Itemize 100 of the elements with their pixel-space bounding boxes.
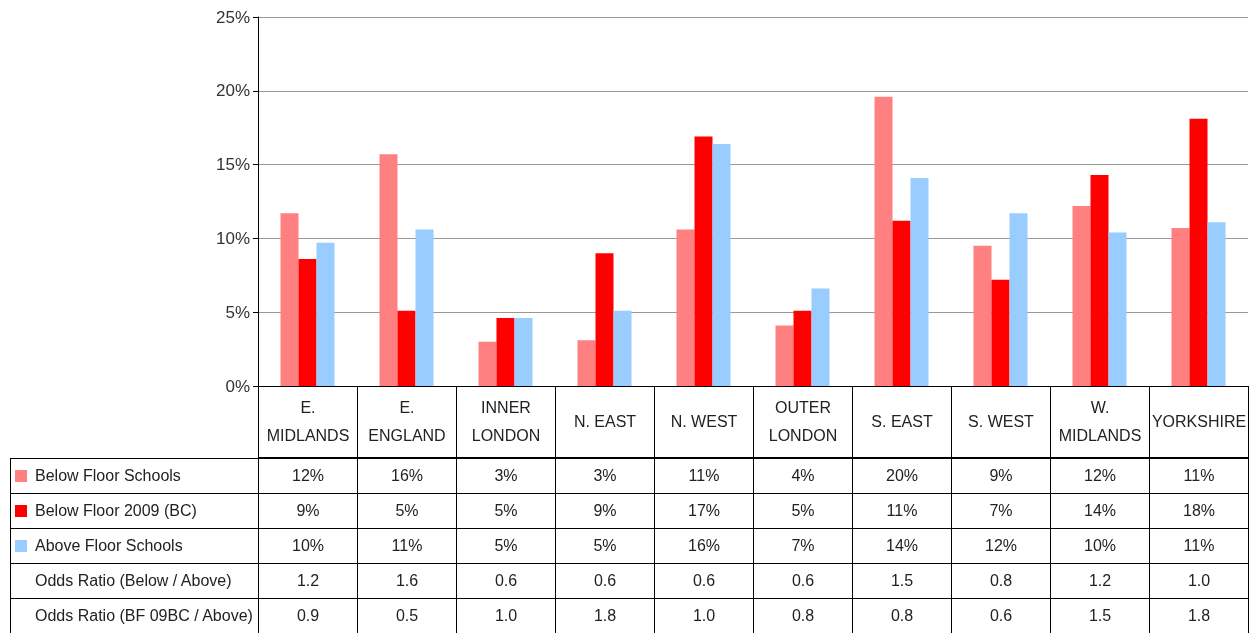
bar <box>712 143 731 386</box>
y-tick-label: 15% <box>215 155 250 175</box>
data-label: 18% <box>1149 493 1249 529</box>
bar <box>514 318 533 386</box>
bar <box>577 340 596 386</box>
data-label: 14% <box>1050 493 1150 529</box>
text: 1.0 <box>654 598 754 633</box>
data-label: 11% <box>852 493 952 529</box>
y-tick-label: 0% <box>225 376 250 396</box>
x-tick-label: N. EAST <box>555 386 655 458</box>
bar <box>892 220 911 386</box>
y-tick-label: 25% <box>215 7 250 27</box>
text: 1.0 <box>1149 563 1249 599</box>
data-label: 11% <box>1149 458 1249 494</box>
text: 0.8 <box>852 598 952 633</box>
data-label: 5% <box>456 493 556 529</box>
x-tick-label: S. WEST <box>951 386 1051 458</box>
x-tick-label: N. WEST <box>654 386 754 458</box>
data-label: 11% <box>357 528 457 564</box>
text: 1.5 <box>852 563 952 599</box>
text: 1.0 <box>456 598 556 633</box>
bar <box>595 253 614 386</box>
y-tick-label: 10% <box>215 228 250 248</box>
legend-label: Above Floor Schools <box>35 536 183 556</box>
text: 0.8 <box>753 598 853 633</box>
bar <box>613 310 632 386</box>
data-label: 16% <box>654 528 754 564</box>
text: 1.5 <box>1050 598 1150 633</box>
data-label: 17% <box>654 493 754 529</box>
bar <box>1189 118 1208 386</box>
data-label: 7% <box>951 493 1051 529</box>
x-tick-label: OUTER LONDON <box>753 386 853 458</box>
bar <box>1090 174 1109 386</box>
text: 1.8 <box>555 598 655 633</box>
text: Odds Ratio (BF 09BC / Above) <box>35 606 253 626</box>
text: 0.5 <box>357 598 457 633</box>
bar <box>1072 205 1091 386</box>
data-label: 14% <box>852 528 952 564</box>
text: 0.6 <box>753 563 853 599</box>
data-label: 3% <box>456 458 556 494</box>
bar <box>478 341 497 386</box>
data-label: 20% <box>852 458 952 494</box>
text: Odds Ratio (Below / Above) <box>35 571 232 591</box>
text: 1.2 <box>1050 563 1150 599</box>
bar <box>676 229 695 386</box>
x-tick-label: INNER LONDON <box>456 386 556 458</box>
x-tick-label: S. EAST <box>852 386 952 458</box>
data-label: 5% <box>456 528 556 564</box>
data-label: 12% <box>258 458 358 494</box>
text: 1.8 <box>1149 598 1249 633</box>
data-label: 11% <box>1149 528 1249 564</box>
bar <box>811 288 830 386</box>
bar <box>775 325 794 386</box>
x-tick-label: E. MIDLANDS <box>258 386 358 458</box>
y-tick-label: 5% <box>225 302 250 322</box>
bar <box>397 310 416 386</box>
data-label: 7% <box>753 528 853 564</box>
y-tick-label: 20% <box>215 81 250 101</box>
data-label: 4% <box>753 458 853 494</box>
data-label: 10% <box>258 528 358 564</box>
data-label: 16% <box>357 458 457 494</box>
text: 0.8 <box>951 563 1051 599</box>
text: 1.2 <box>258 563 358 599</box>
data-label: 9% <box>258 493 358 529</box>
bar <box>1108 232 1127 386</box>
data-label: 9% <box>951 458 1051 494</box>
text: 1.6 <box>357 563 457 599</box>
bar <box>379 154 398 386</box>
bar <box>973 245 992 386</box>
data-label: 5% <box>753 493 853 529</box>
text: 0.6 <box>456 563 556 599</box>
bar <box>1207 222 1226 386</box>
bar <box>910 177 929 386</box>
bar <box>316 242 335 386</box>
x-tick-label: W. MIDLANDS <box>1050 386 1150 458</box>
bar <box>694 136 713 386</box>
bar <box>298 259 317 386</box>
x-tick-label: E. ENGLAND <box>357 386 457 458</box>
data-label: 5% <box>555 528 655 564</box>
data-label: 5% <box>357 493 457 529</box>
data-label: 12% <box>951 528 1051 564</box>
x-tick-label: YORKSHIRE <box>1149 386 1249 458</box>
data-label: 10% <box>1050 528 1150 564</box>
bar <box>280 213 299 386</box>
text: 0.6 <box>555 563 655 599</box>
bar <box>793 310 812 386</box>
data-label: 9% <box>555 493 655 529</box>
text: 0.6 <box>654 563 754 599</box>
bar <box>1171 228 1190 386</box>
data-label: 11% <box>654 458 754 494</box>
bar <box>415 229 434 386</box>
bar <box>874 96 893 386</box>
data-label: 12% <box>1050 458 1150 494</box>
bar <box>991 279 1010 386</box>
text: 0.9 <box>258 598 358 633</box>
text: 0.6 <box>951 598 1051 633</box>
legend-label: Below Floor 2009 (BC) <box>35 501 197 521</box>
data-label: 3% <box>555 458 655 494</box>
legend-label: Below Floor Schools <box>35 466 181 486</box>
bar <box>1009 213 1028 386</box>
